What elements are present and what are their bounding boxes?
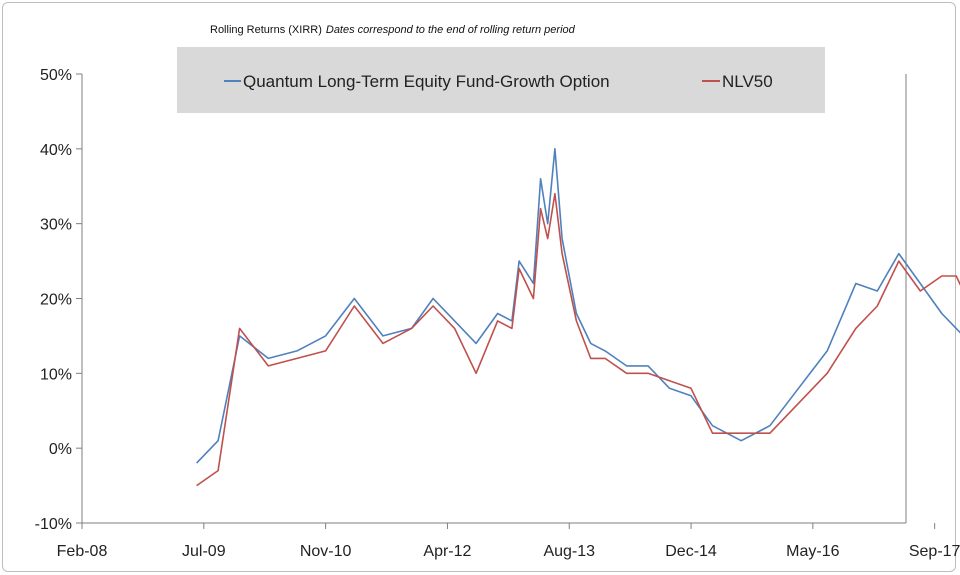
y-tick-label: 20%: [40, 292, 72, 309]
chart-title-main: Rolling Returns (XIRR): [210, 24, 322, 36]
x-tick-label: Dec-14: [665, 543, 717, 560]
legend-label-quantum: Quantum Long-Term Equity Fund-Growth Opt…: [243, 72, 610, 91]
series-line-nlv50: [196, 192, 960, 487]
y-tick-label: 50%: [40, 67, 72, 84]
chart-title: Rolling Returns (XIRR) Dates correspond t…: [210, 24, 575, 36]
plot-area: [196, 148, 960, 487]
y-tick-label: 10%: [40, 366, 72, 383]
x-tick-label: May-16: [786, 543, 839, 560]
y-tick-label: 0%: [49, 441, 72, 458]
axes: -10% 0% 10% 20% 30% 40% 50% Feb-08 Jul-09 Nov-10 A…: [35, 67, 960, 560]
legend: Quantum Long-Term Equity Fund-Growth Opt…: [177, 47, 825, 113]
y-tick-label: 40%: [40, 142, 72, 159]
x-tick-label: Apr-12: [423, 543, 471, 560]
y-tick-label: -10%: [35, 516, 72, 533]
x-tick-label: Feb-08: [57, 543, 108, 560]
x-tick-label: Jul-09: [182, 543, 226, 560]
x-tick-label: Aug-13: [543, 543, 595, 560]
chart-subtitle: Dates correspond to the end of rolling r…: [325, 24, 575, 36]
series-line-quantum: [196, 148, 960, 464]
x-tick-label: Nov-10: [300, 543, 352, 560]
x-tick-label: Sep-17: [909, 543, 960, 560]
y-tick-label: 30%: [40, 217, 72, 234]
legend-label-nlv50: NLV50: [722, 72, 773, 91]
